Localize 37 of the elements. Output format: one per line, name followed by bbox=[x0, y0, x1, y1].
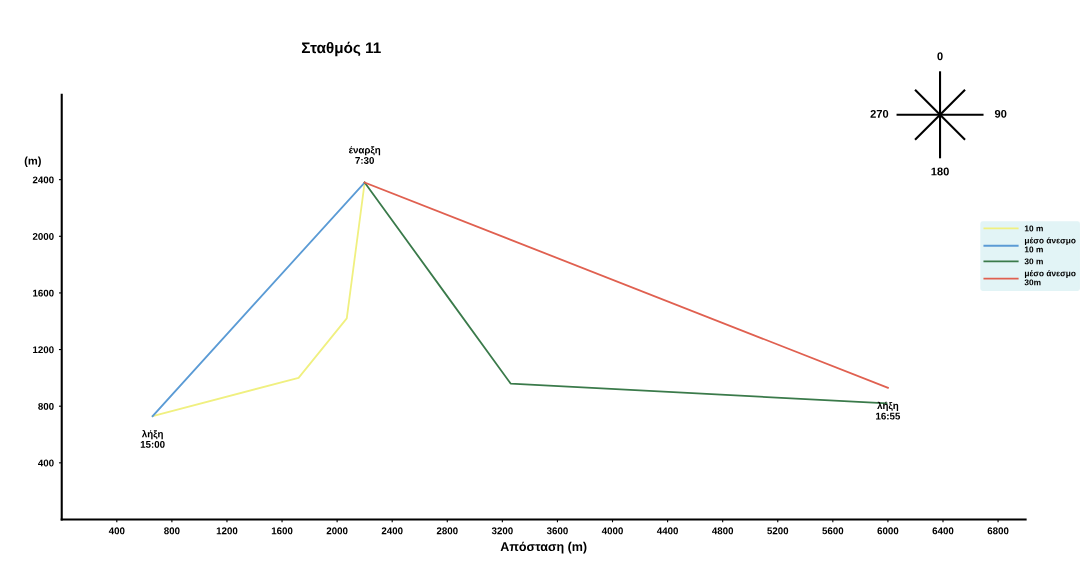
x-tick-label: 3600 bbox=[546, 527, 568, 535]
x-tick-label: 4800 bbox=[712, 527, 734, 535]
x-tick-label: 4400 bbox=[656, 527, 679, 535]
legend-label: 30 m bbox=[1024, 258, 1043, 265]
x-tick-label: 5600 bbox=[822, 527, 844, 535]
legend-label: 10 m bbox=[1024, 225, 1043, 232]
y-tick-label: 400 bbox=[38, 459, 54, 467]
chart-title: Σταθμός 11 bbox=[301, 41, 381, 57]
annotation: 270 bbox=[870, 109, 889, 118]
legend-label: μέσο άνεσμο 30m bbox=[1024, 270, 1076, 286]
annotation: λήξη 15:00 bbox=[140, 430, 165, 448]
annotation: έναρξη 7:30 bbox=[349, 146, 381, 164]
legend-label: μέσο άνεσμο 10 m bbox=[1024, 237, 1076, 253]
y-tick-label: 2000 bbox=[32, 233, 54, 240]
x-tick-label: 400 bbox=[108, 527, 125, 535]
x-tick-label: 3200 bbox=[491, 527, 513, 535]
x-tick-label: 6000 bbox=[877, 527, 899, 535]
annotation: 90 bbox=[994, 109, 1007, 118]
x-tick-label: 2000 bbox=[326, 527, 348, 535]
annotation: λήξη 16:55 bbox=[876, 401, 901, 420]
y-axis-title: (m) bbox=[24, 156, 41, 167]
annotation: 180 bbox=[931, 167, 949, 176]
x-tick-label: 2400 bbox=[381, 527, 403, 535]
x-tick-label: 6800 bbox=[987, 527, 1009, 535]
text: 0 bbox=[937, 52, 943, 61]
y-tick-label: 1200 bbox=[33, 346, 54, 354]
y-tick-label: 1600 bbox=[33, 289, 54, 297]
x-tick-label: 4000 bbox=[601, 527, 623, 535]
x-tick-label: 5200 bbox=[767, 527, 789, 535]
x-tick-label: 800 bbox=[164, 527, 180, 535]
y-tick-label: 800 bbox=[38, 402, 54, 410]
x-tick-label: 1200 bbox=[216, 527, 238, 535]
x-axis-title: Απόσταση (m) bbox=[500, 541, 587, 554]
x-tick-label: 1600 bbox=[271, 527, 293, 535]
x-tick-label: 2800 bbox=[436, 527, 458, 535]
x-tick-label: 6400 bbox=[932, 527, 954, 535]
y-tick-label: 2400 bbox=[32, 176, 54, 184]
